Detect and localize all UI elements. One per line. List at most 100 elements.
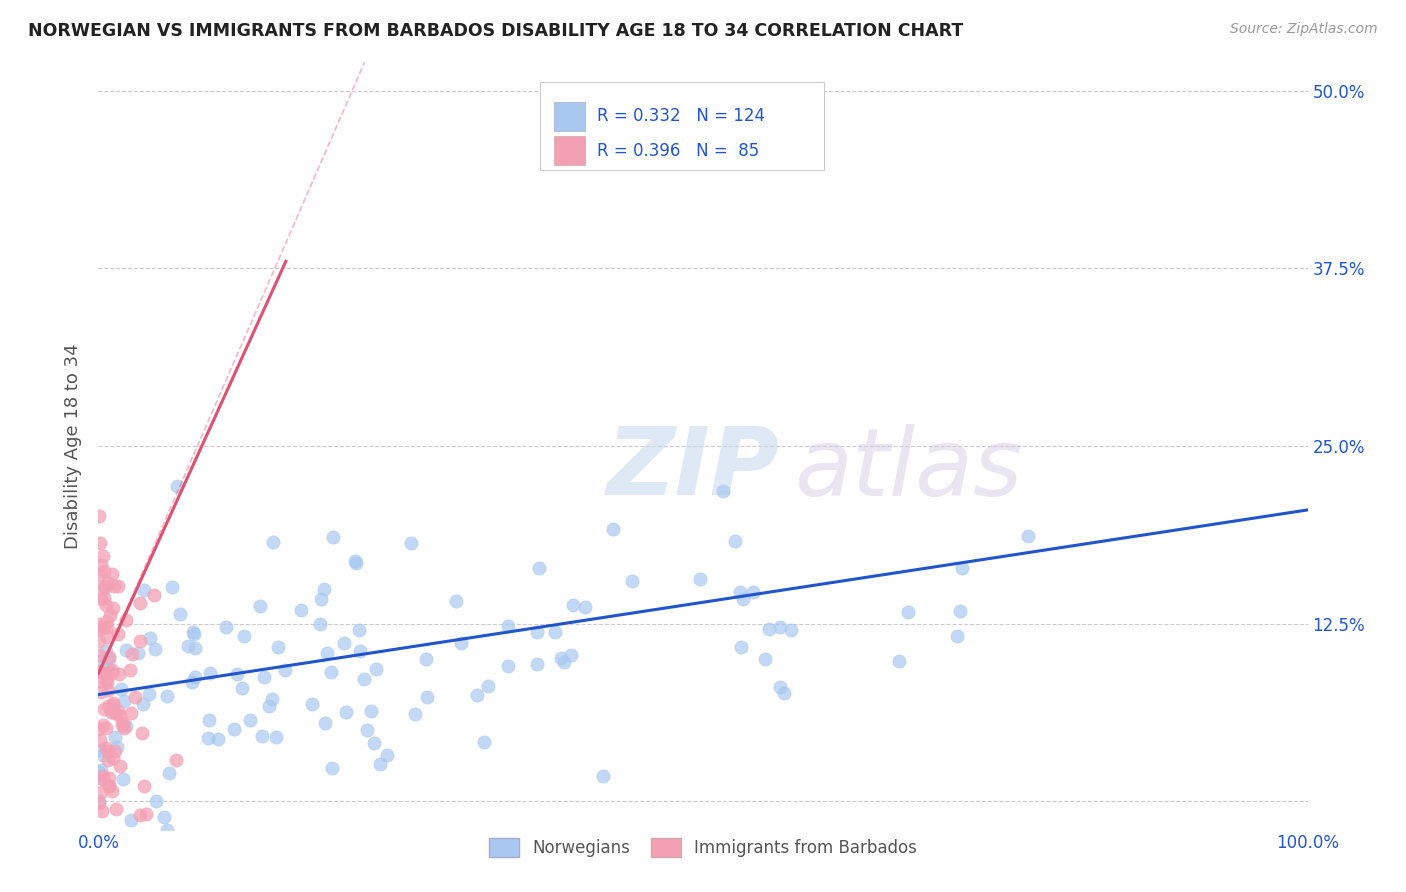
Point [183, 627, 205, 641]
Point [94, 741, 117, 756]
Point [98, 607, 121, 622]
Point [131, 725, 153, 739]
Text: R = 0.396   N =  85: R = 0.396 N = 85 [596, 142, 759, 160]
Bar [554, 102, 585, 131]
Point [98, 650, 121, 665]
Point [91, 549, 114, 564]
Point [222, 722, 245, 736]
Point [498, 619, 520, 633]
Point [108, 709, 131, 723]
Point [108, 667, 131, 681]
Point [97, 779, 120, 793]
Point [98, 779, 121, 793]
Point [94, 643, 117, 657]
Point [262, 535, 284, 549]
Point [321, 761, 343, 775]
Point [120, 813, 142, 827]
Point [129, 633, 152, 648]
Point [89, 743, 111, 757]
Point [544, 625, 567, 640]
Point [87, 722, 110, 736]
Point [142, 589, 165, 603]
Point [100, 706, 122, 720]
Point [105, 739, 128, 754]
Point [101, 567, 124, 582]
Point [132, 697, 155, 711]
Point [94, 582, 117, 596]
Point [128, 596, 150, 610]
Point [97, 651, 120, 665]
Legend: Norwegians, Immigrants from Barbados: Norwegians, Immigrants from Barbados [482, 830, 924, 863]
Point [129, 808, 152, 822]
Point [93, 591, 115, 605]
Point [225, 667, 247, 681]
Point [602, 522, 624, 536]
Point [184, 670, 207, 684]
Point [344, 554, 367, 568]
Point [166, 479, 188, 493]
Point [232, 629, 254, 643]
Point [156, 822, 179, 837]
Point [689, 572, 711, 586]
Bar [554, 136, 585, 165]
Point [267, 640, 290, 655]
Point [215, 620, 238, 634]
Point [561, 598, 583, 612]
Point [180, 675, 202, 690]
Point [87, 616, 110, 631]
Point [96, 615, 118, 629]
Point [316, 646, 339, 660]
Point [90, 785, 112, 799]
Point [153, 810, 176, 824]
Point [949, 604, 972, 618]
Point [90, 763, 112, 777]
Point [91, 804, 114, 818]
Y-axis label: Disability Age 18 to 34: Disability Age 18 to 34 [63, 343, 82, 549]
Point [97, 662, 120, 676]
Point [89, 620, 111, 634]
Point [89, 592, 111, 607]
Point [120, 663, 142, 677]
Point [89, 568, 111, 582]
Point [115, 642, 138, 657]
Point [399, 535, 422, 549]
Point [101, 751, 124, 765]
Point [89, 654, 111, 668]
Point [349, 644, 371, 658]
Point [730, 640, 752, 655]
Text: ZIP: ZIP [606, 423, 779, 515]
Point [733, 592, 755, 607]
Point [253, 671, 276, 685]
Point [177, 639, 200, 653]
Point [157, 766, 180, 780]
Point [105, 802, 128, 816]
Point [107, 579, 129, 593]
Point [96, 858, 118, 872]
Point [312, 582, 335, 596]
Point [526, 624, 548, 639]
Point [741, 584, 763, 599]
Point [115, 719, 138, 733]
Point [620, 574, 643, 588]
Point [301, 697, 323, 711]
Point [89, 794, 111, 808]
Point [344, 556, 367, 570]
Point [526, 657, 548, 672]
Point [112, 772, 135, 787]
Point [496, 659, 519, 673]
Point [472, 735, 495, 749]
Point [98, 771, 121, 785]
Point [91, 772, 114, 787]
Point [322, 530, 344, 544]
Point [160, 580, 183, 594]
Point [887, 654, 910, 668]
Point [311, 592, 333, 607]
Point [333, 636, 356, 650]
Text: Source: ZipAtlas.com: Source: ZipAtlas.com [1230, 22, 1378, 37]
Point [249, 599, 271, 613]
Point [96, 673, 118, 688]
Point [97, 575, 120, 590]
Point [198, 665, 221, 680]
Point [87, 648, 110, 662]
Point [101, 666, 124, 681]
